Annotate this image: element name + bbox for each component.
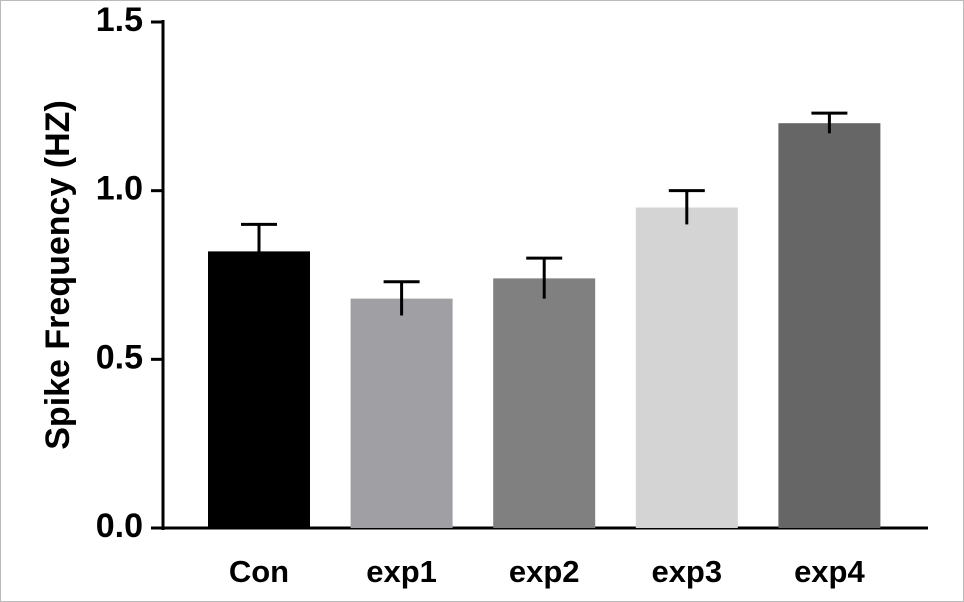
bar — [208, 251, 310, 529]
x-tick-label: exp4 — [794, 554, 865, 589]
x-tick-label: exp1 — [366, 554, 437, 589]
y-tick-label: 1.5 — [96, 1, 143, 39]
bar — [493, 278, 596, 528]
y-tick-label: 1.0 — [96, 170, 143, 208]
y-tick-label: 0.0 — [96, 507, 143, 545]
y-tick-label: 0.5 — [96, 338, 143, 376]
x-tick-label: Con — [229, 554, 289, 589]
bar — [635, 207, 738, 529]
x-tick-label: exp3 — [651, 554, 722, 589]
bar — [778, 123, 881, 528]
y-axis-label: Spike Frequency (HZ) — [39, 100, 77, 450]
bar — [350, 298, 453, 528]
x-tick-label: exp2 — [509, 554, 580, 589]
